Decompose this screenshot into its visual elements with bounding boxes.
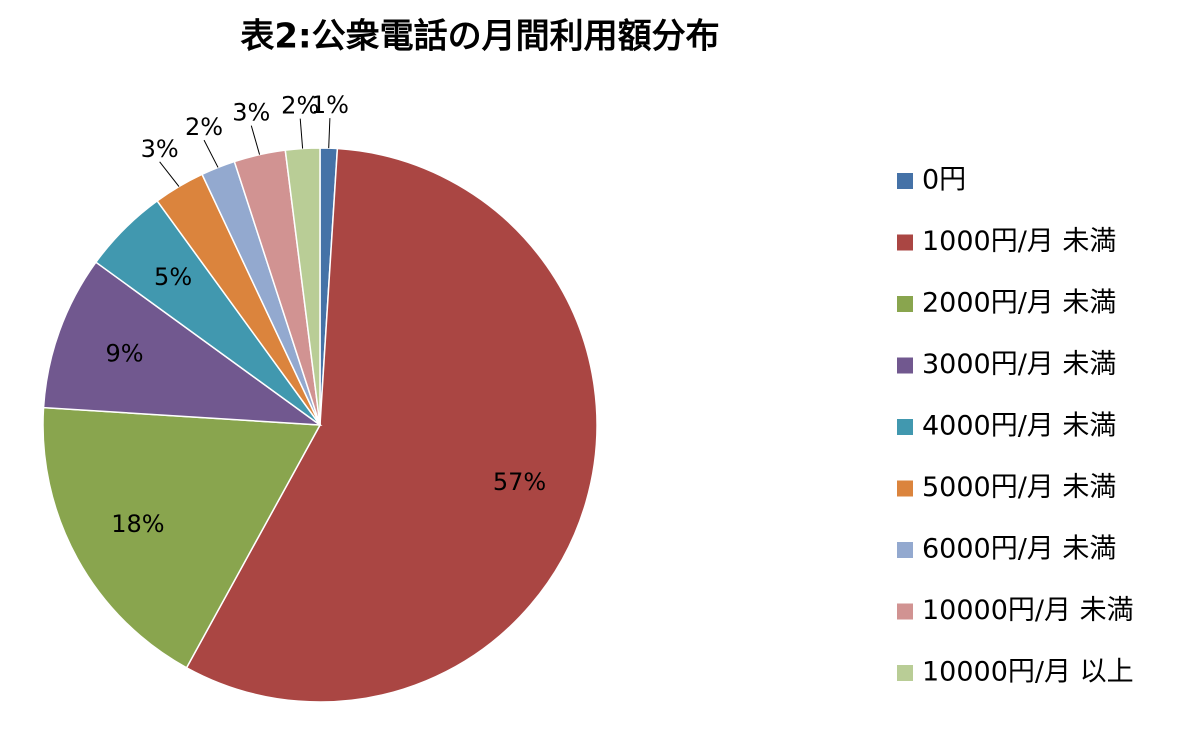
legend-swatch xyxy=(897,357,913,374)
data-label: 5% xyxy=(154,263,192,291)
legend-label: 3000円/月 未満 xyxy=(922,349,1116,380)
leader-line xyxy=(299,118,304,149)
leader-line xyxy=(159,161,180,187)
legend-label: 0円 xyxy=(922,165,966,196)
leader-line xyxy=(203,139,219,168)
data-label: 2% xyxy=(185,113,223,141)
legend-swatch xyxy=(897,480,913,497)
data-label: 57% xyxy=(493,468,546,496)
legend-label: 6000円/月 未満 xyxy=(922,534,1116,565)
data-label: 1% xyxy=(311,91,349,119)
data-label: 3% xyxy=(141,135,179,163)
legend-swatch xyxy=(897,542,913,558)
legend-swatch xyxy=(897,603,913,620)
pie-slice xyxy=(42,261,323,426)
legend-label: 1000円/月 未満 xyxy=(922,226,1116,257)
leader-line xyxy=(328,118,331,149)
legend-label: 4000円/月 未満 xyxy=(922,411,1116,442)
legend-label: 10000円/月 以上 xyxy=(922,657,1134,688)
pie-slice xyxy=(185,147,598,703)
legend-label: 5000円/月 未満 xyxy=(922,472,1116,503)
data-label: 9% xyxy=(105,340,143,368)
legend-label: 2000円/月 未満 xyxy=(922,288,1116,319)
leader-line xyxy=(250,125,261,155)
legend-label: 10000円/月 未満 xyxy=(922,595,1134,626)
pie-slice xyxy=(42,406,322,669)
legend-swatch xyxy=(897,419,913,435)
legend-swatch xyxy=(897,665,913,681)
data-label: 3% xyxy=(232,99,270,127)
data-label: 18% xyxy=(111,510,164,538)
legend-swatch xyxy=(897,296,913,312)
legend-swatch xyxy=(897,234,913,251)
legend-swatch xyxy=(897,173,913,189)
data-label: 2% xyxy=(281,92,319,120)
chart-title: 表2:公衆電話の月間利用額分布 xyxy=(240,17,719,57)
